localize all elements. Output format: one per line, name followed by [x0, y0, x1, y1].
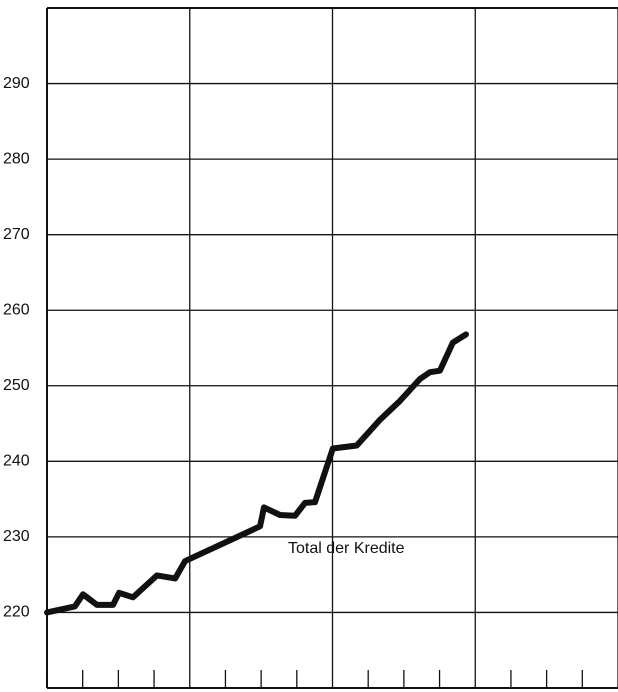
y-tick-label: 230: [3, 528, 30, 545]
annotation: Total der Kredite: [288, 540, 405, 557]
y-tick-label: 270: [3, 226, 30, 243]
y-tick-label: 280: [3, 150, 30, 167]
y-tick-label: 220: [3, 604, 30, 621]
line: [44, 331, 469, 616]
y-tick-label: 260: [3, 301, 30, 318]
y-tick-label: 290: [3, 75, 30, 92]
y-tick-label: 240: [3, 453, 30, 470]
y-tick-label: 250: [3, 377, 30, 394]
